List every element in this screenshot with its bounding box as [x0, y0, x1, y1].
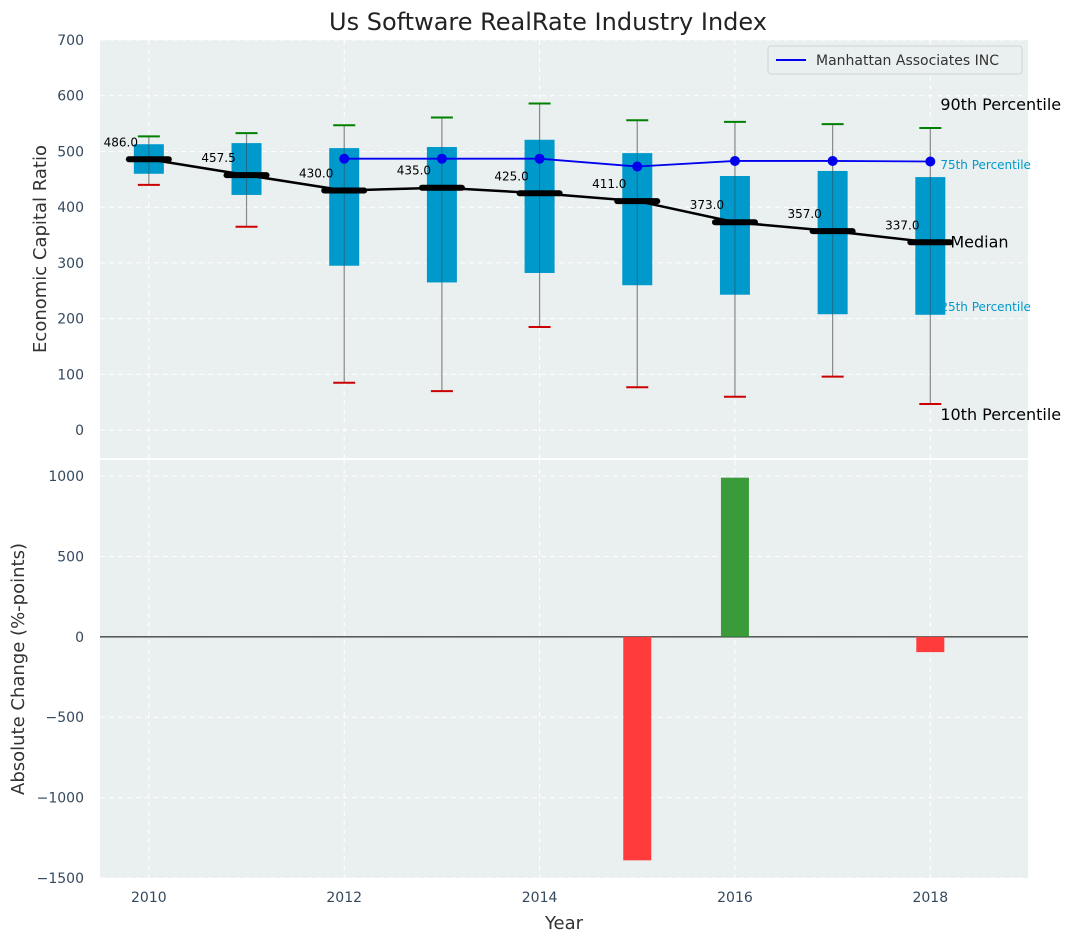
x-tick-label: 2010 — [131, 890, 167, 906]
company-point — [632, 161, 643, 172]
x-tick-label: 2018 — [912, 890, 948, 906]
y-tick-label-bottom: −500 — [46, 710, 84, 726]
company-point — [729, 155, 740, 166]
bar-decrease — [916, 636, 945, 653]
plot-area-top — [100, 40, 1028, 458]
annotation-p25: 25th Percentile — [940, 300, 1031, 314]
median-value-label: 435.0 — [397, 164, 431, 178]
annotation-p90: 90th Percentile — [940, 95, 1061, 114]
y-tick-label-top: 400 — [57, 200, 84, 216]
x-tick-label: 2014 — [522, 890, 558, 906]
median-value-label: 373.0 — [690, 198, 724, 212]
company-point — [339, 153, 350, 164]
median-value-label: 457.5 — [201, 151, 235, 165]
chart-title: Us Software RealRate Industry Index — [329, 8, 767, 36]
y-tick-label-top: 500 — [57, 144, 84, 160]
y-tick-label-top: 100 — [57, 367, 84, 383]
y-axis-label-bottom: Absolute Change (%-points) — [8, 543, 29, 795]
company-point — [534, 153, 545, 164]
bar-increase — [720, 477, 749, 637]
x-axis-label: Year — [544, 913, 584, 934]
company-point — [827, 155, 838, 166]
company-point — [436, 153, 447, 164]
annotation-p75: 75th Percentile — [940, 158, 1031, 172]
x-tick-label: 2012 — [326, 890, 362, 906]
x-tick-label: 2016 — [717, 890, 753, 906]
y-tick-label-bottom: −1000 — [37, 791, 84, 807]
change-bar-panel: −1500 −1000 −500 0 500 1000 2010 2012 2014 2016 20… — [8, 460, 1028, 934]
annotation-p10: 10th Percentile — [940, 405, 1061, 424]
box-plot-panel: 0 100 200 300 400 500 600 700 Economic Capital R… — [30, 33, 1061, 458]
y-tick-label-top: 0 — [75, 423, 84, 439]
y-tick-label-top: 700 — [57, 33, 84, 49]
y-tick-label-top: 600 — [57, 89, 84, 105]
y-tick-label-top: 200 — [57, 312, 84, 328]
legend-box — [767, 45, 1023, 75]
median-value-label: 486.0 — [104, 135, 138, 149]
plot-area-bottom — [100, 460, 1028, 878]
median-value-label: 430.0 — [299, 166, 333, 180]
y-tick-label-bottom: 1000 — [48, 469, 84, 485]
y-tick-label-top: 300 — [57, 256, 84, 272]
annotation-median: Median — [950, 232, 1008, 251]
y-tick-label-bottom: 0 — [75, 630, 84, 646]
median-value-label: 357.0 — [787, 207, 821, 221]
median-value-label: 411.0 — [592, 177, 626, 191]
y-tick-label-bottom: 500 — [57, 549, 84, 565]
y-axis-label-top: Economic Capital Ratio — [30, 145, 51, 353]
legend-label-company: Manhattan Associates INC — [816, 53, 999, 69]
bar-decrease — [623, 636, 652, 861]
median-value-label: 337.0 — [885, 218, 919, 232]
company-point — [925, 156, 936, 167]
y-tick-label-bottom: −1500 — [37, 871, 84, 887]
median-value-label: 425.0 — [494, 169, 528, 183]
